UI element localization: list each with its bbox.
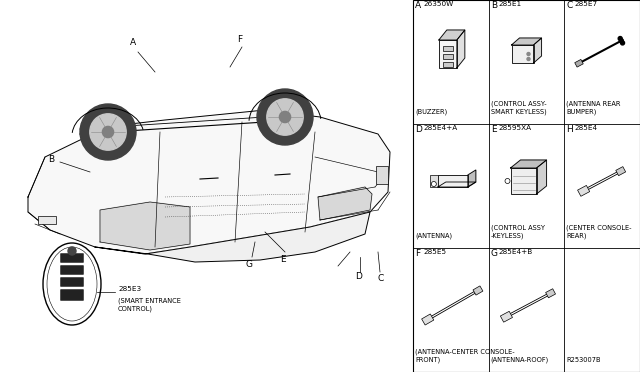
Circle shape xyxy=(90,114,126,150)
Circle shape xyxy=(280,111,291,123)
Text: 28595XA: 28595XA xyxy=(499,125,532,131)
Text: G: G xyxy=(246,260,253,269)
Polygon shape xyxy=(28,110,390,254)
Polygon shape xyxy=(616,167,626,176)
Bar xyxy=(511,45,534,63)
Polygon shape xyxy=(457,30,465,68)
Bar xyxy=(430,175,438,187)
Text: SMART KEYLESS): SMART KEYLESS) xyxy=(491,109,547,115)
Bar xyxy=(443,54,453,58)
Circle shape xyxy=(68,247,76,255)
Circle shape xyxy=(527,52,530,55)
Bar xyxy=(376,166,388,184)
Text: 26350W: 26350W xyxy=(423,1,453,7)
Text: (CONTROL ASSY-: (CONTROL ASSY- xyxy=(491,100,547,107)
Text: C: C xyxy=(566,1,573,10)
Text: B: B xyxy=(48,154,54,164)
Text: (SMART ENTRANCE: (SMART ENTRANCE xyxy=(118,298,181,305)
Text: -KEYLESS): -KEYLESS) xyxy=(491,232,524,239)
Polygon shape xyxy=(100,202,190,250)
Bar xyxy=(511,168,536,194)
Text: (CENTER CONSOLE-: (CENTER CONSOLE- xyxy=(566,224,632,231)
Circle shape xyxy=(620,39,623,43)
Polygon shape xyxy=(534,38,541,63)
Circle shape xyxy=(618,36,622,41)
Text: FRONT): FRONT) xyxy=(415,356,440,363)
Text: C: C xyxy=(377,274,383,283)
Bar xyxy=(439,40,457,68)
Circle shape xyxy=(257,89,313,145)
Circle shape xyxy=(267,99,303,135)
Text: D: D xyxy=(415,125,422,134)
Bar xyxy=(438,175,468,187)
Polygon shape xyxy=(438,182,476,187)
Text: REAR): REAR) xyxy=(566,232,587,239)
Text: (ANTENNA-CENTER CONSOLE-: (ANTENNA-CENTER CONSOLE- xyxy=(415,349,515,355)
Text: (ANTENNA): (ANTENNA) xyxy=(415,232,452,239)
Text: BUMPER): BUMPER) xyxy=(566,109,596,115)
Circle shape xyxy=(527,58,530,61)
Text: (BUZZER): (BUZZER) xyxy=(415,109,447,115)
Polygon shape xyxy=(577,185,589,196)
Polygon shape xyxy=(422,314,434,325)
Circle shape xyxy=(621,41,625,45)
Circle shape xyxy=(102,126,114,138)
Ellipse shape xyxy=(43,243,101,325)
Text: (ANTENNA REAR: (ANTENNA REAR xyxy=(566,100,621,107)
Circle shape xyxy=(80,104,136,160)
Text: R253007B: R253007B xyxy=(566,357,601,363)
Text: E: E xyxy=(491,125,496,134)
Circle shape xyxy=(505,179,510,183)
Circle shape xyxy=(431,182,436,186)
Polygon shape xyxy=(511,160,547,168)
Bar xyxy=(443,61,453,67)
Text: 285E7: 285E7 xyxy=(574,1,598,7)
Text: 285E4+B: 285E4+B xyxy=(499,249,533,255)
Text: 285E5: 285E5 xyxy=(423,249,446,255)
Polygon shape xyxy=(95,212,370,262)
Text: H: H xyxy=(566,125,573,134)
Text: 285E4+A: 285E4+A xyxy=(423,125,457,131)
Text: CONTROL): CONTROL) xyxy=(118,306,153,312)
Bar xyxy=(38,216,56,224)
Text: (ANTENNA-ROOF): (ANTENNA-ROOF) xyxy=(491,356,549,363)
Text: A: A xyxy=(130,38,136,47)
Text: B: B xyxy=(491,1,497,10)
Polygon shape xyxy=(318,187,372,220)
Polygon shape xyxy=(536,160,547,194)
Text: (CONTROL ASSY: (CONTROL ASSY xyxy=(491,224,545,231)
FancyBboxPatch shape xyxy=(61,253,83,263)
Polygon shape xyxy=(500,311,513,322)
Bar xyxy=(413,0,640,372)
Text: 285E3: 285E3 xyxy=(118,286,141,292)
Polygon shape xyxy=(468,170,476,187)
Text: 285E4: 285E4 xyxy=(574,125,598,131)
Polygon shape xyxy=(546,289,556,298)
FancyBboxPatch shape xyxy=(61,289,83,301)
FancyBboxPatch shape xyxy=(61,266,83,275)
Text: F: F xyxy=(237,35,242,44)
Text: F: F xyxy=(415,249,420,258)
Text: E: E xyxy=(280,255,285,264)
Polygon shape xyxy=(511,38,541,45)
Text: G: G xyxy=(491,249,498,258)
Bar xyxy=(443,45,453,51)
Text: 285E1: 285E1 xyxy=(499,1,522,7)
FancyBboxPatch shape xyxy=(61,278,83,286)
Polygon shape xyxy=(439,30,465,40)
Text: A: A xyxy=(415,1,421,10)
Ellipse shape xyxy=(47,247,97,321)
Polygon shape xyxy=(473,286,483,295)
Text: D: D xyxy=(355,272,362,281)
Polygon shape xyxy=(575,60,583,67)
